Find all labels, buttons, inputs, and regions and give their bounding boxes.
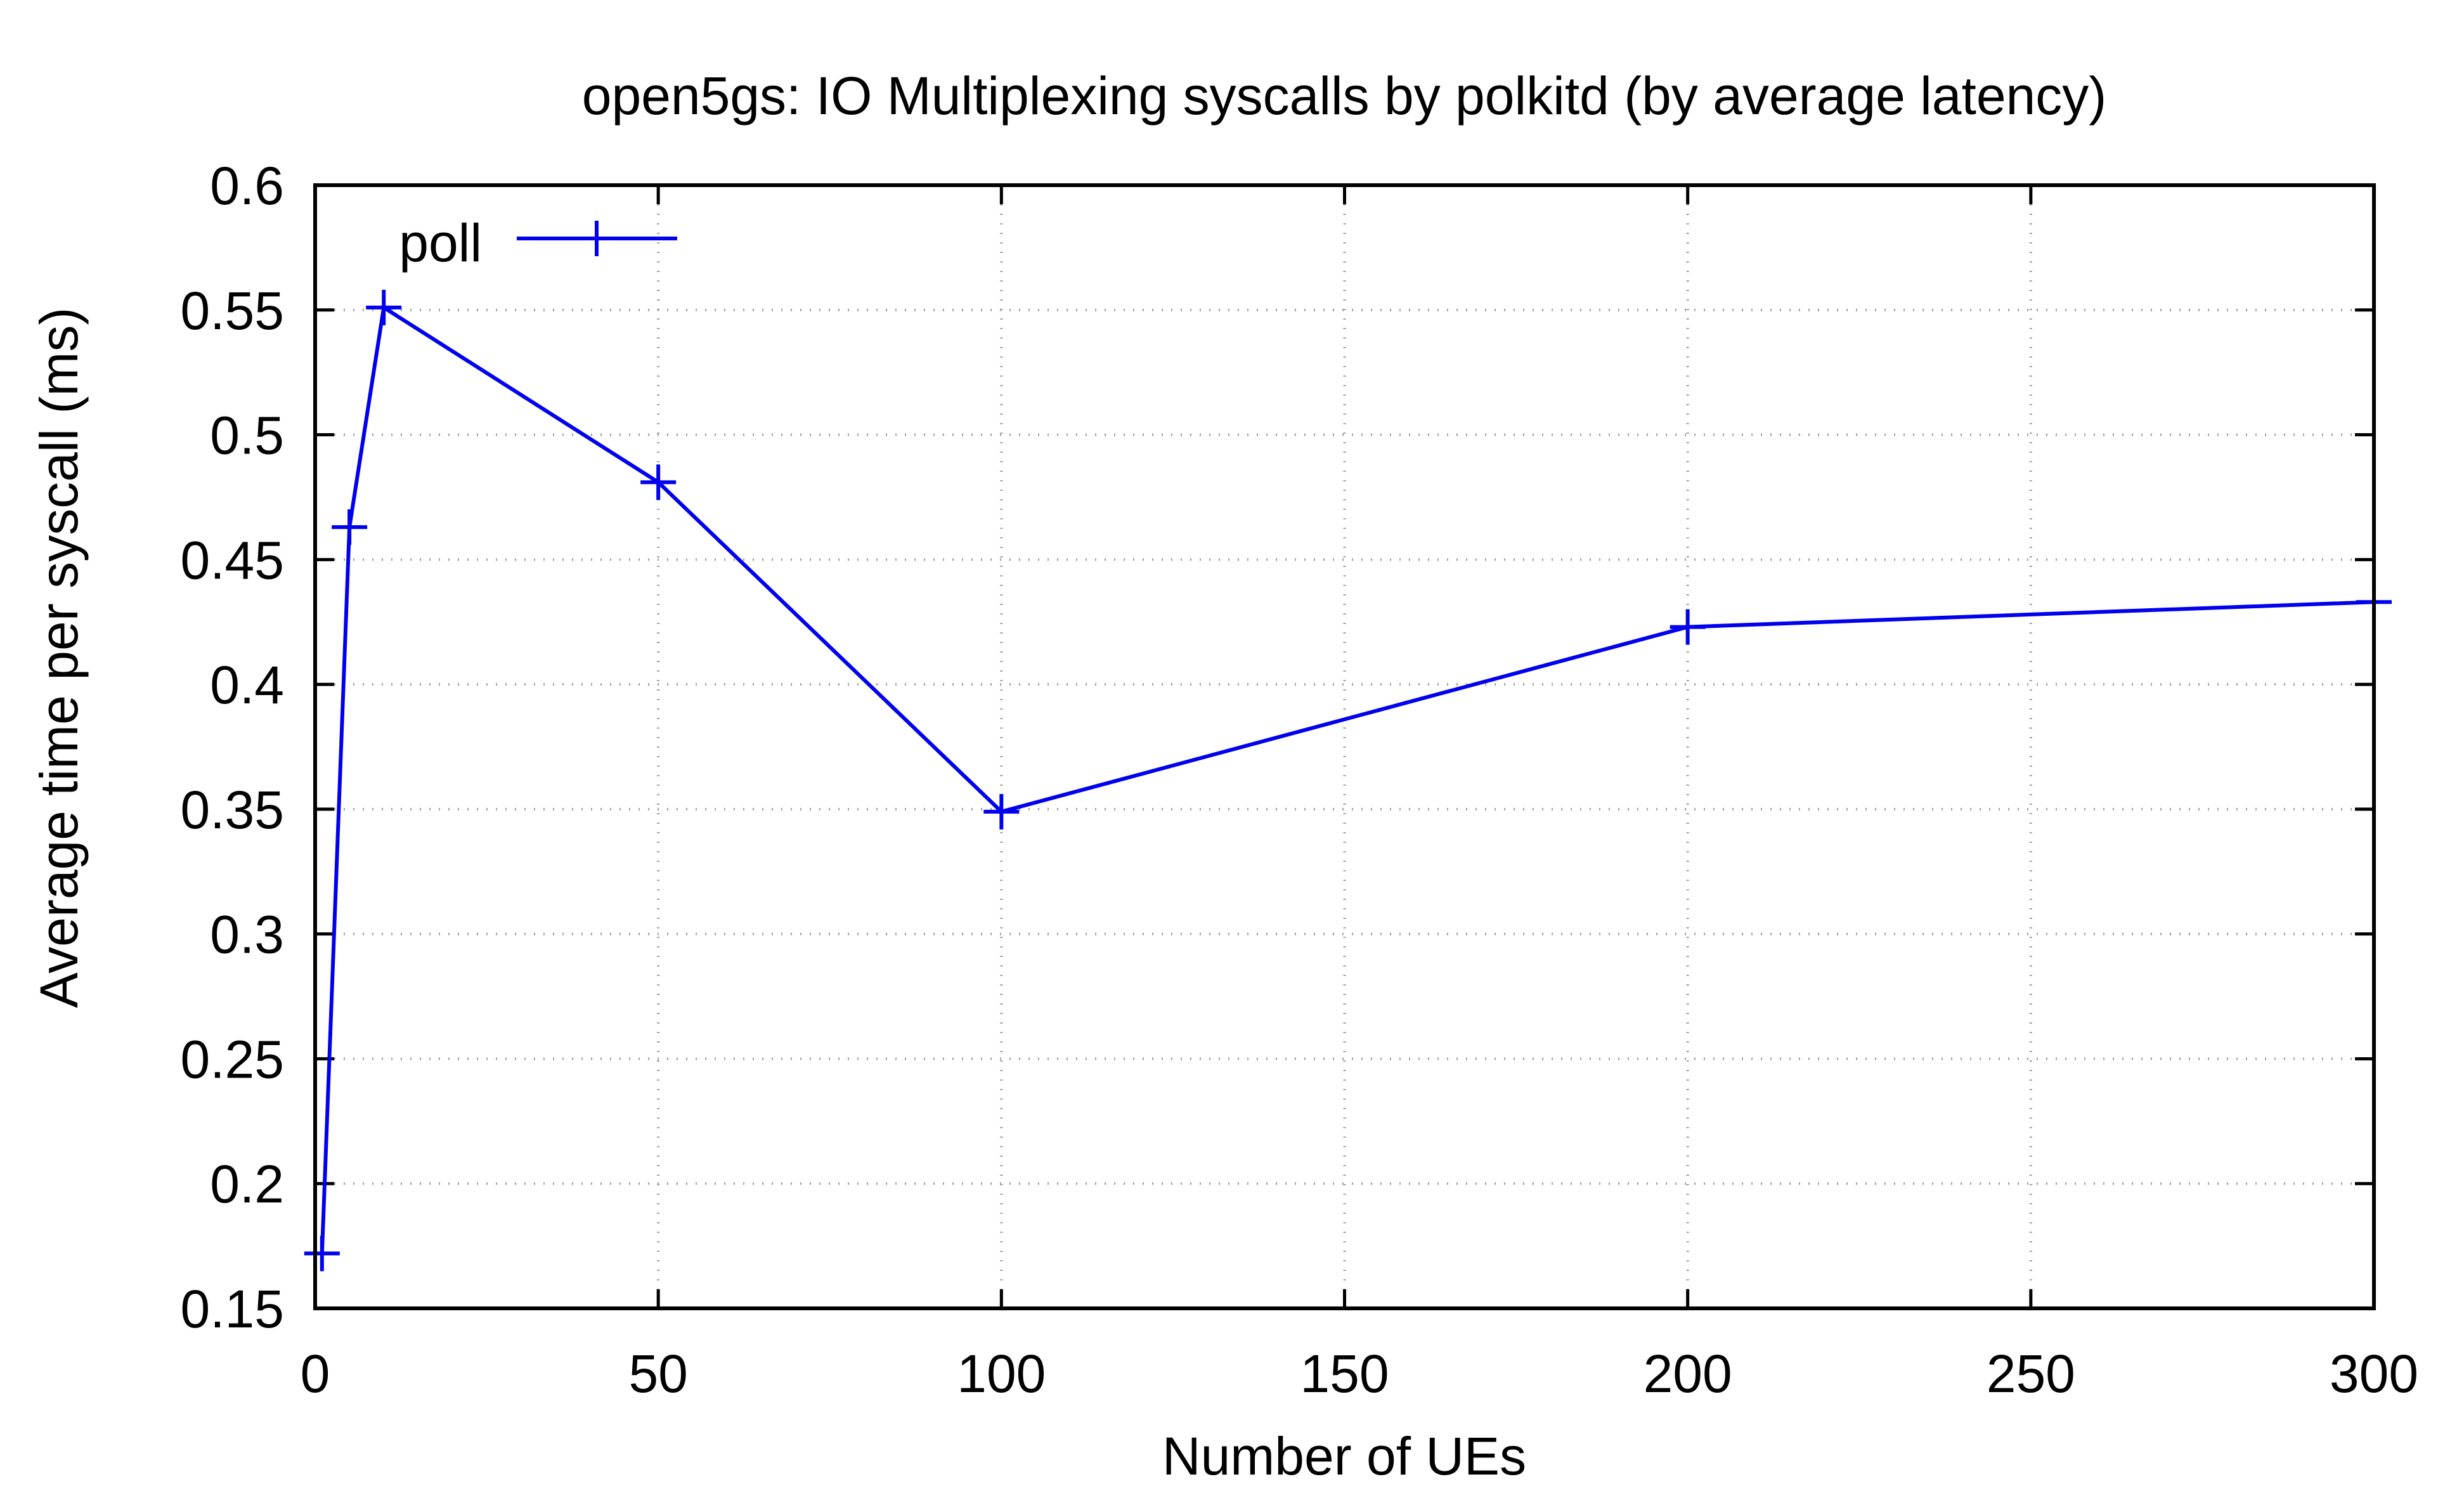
y-tick-label: 0.55 <box>181 281 285 341</box>
data-point <box>640 464 677 500</box>
x-tick-label: 50 <box>628 1344 687 1404</box>
plot-frame <box>313 183 2376 1310</box>
data-point <box>983 793 1020 830</box>
x-tick-labels: 0 50 100 150 200 250 300 <box>301 1344 2418 1404</box>
x-tick-label: 150 <box>1300 1344 1389 1404</box>
x-tick-label: 200 <box>1644 1344 1732 1404</box>
data-point <box>1670 609 1706 645</box>
y-tick-label: 0.2 <box>210 1154 284 1214</box>
y-tick-label: 0.5 <box>210 406 284 466</box>
y-tick-label: 0.25 <box>181 1029 285 1089</box>
y-tick-label: 0.4 <box>210 655 284 715</box>
chart-title: open5gs: IO Multiplexing syscalls by pol… <box>582 66 2107 126</box>
y-tick-label: 0.15 <box>181 1279 285 1339</box>
series-layer <box>304 289 2392 1272</box>
x-tick-label: 100 <box>957 1344 1046 1404</box>
legend-label-poll: poll <box>399 213 482 273</box>
x-tick-label: 300 <box>2330 1344 2418 1404</box>
legend: poll <box>399 213 677 273</box>
y-tick-label: 0.45 <box>181 530 285 590</box>
y-tick-label: 0.35 <box>181 780 285 840</box>
y-axis-title: Average time per syscall (ms) <box>29 308 89 1008</box>
y-tick-labels: 0.15 0.2 0.25 0.3 0.35 0.4 0.45 0.5 0.55 0.6 <box>181 156 285 1339</box>
x-tick-label: 250 <box>1987 1344 2075 1404</box>
data-point <box>366 289 402 325</box>
data-point <box>304 1235 340 1272</box>
grid <box>315 185 2374 1308</box>
x-axis-title: Number of UEs <box>1162 1426 1526 1486</box>
data-point <box>332 509 368 545</box>
y-tick-label: 0.3 <box>210 905 284 965</box>
x-tick-label: 0 <box>301 1344 330 1404</box>
y-tick-label: 0.6 <box>210 156 284 216</box>
